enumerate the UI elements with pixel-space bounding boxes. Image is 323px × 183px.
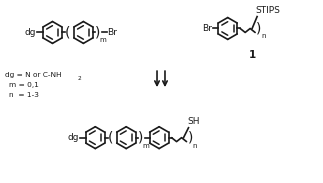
Text: STIPS: STIPS: [255, 6, 280, 15]
Text: (: (: [65, 25, 70, 40]
Text: ): ): [95, 25, 100, 40]
Text: Br: Br: [203, 24, 212, 33]
Text: dg: dg: [67, 133, 79, 142]
Text: m: m: [143, 143, 150, 149]
Text: 1: 1: [248, 50, 256, 60]
Text: n: n: [193, 143, 197, 149]
Text: n: n: [261, 33, 266, 40]
Text: Br: Br: [107, 28, 117, 37]
Text: (: (: [108, 131, 113, 145]
Text: dg: dg: [25, 28, 36, 37]
Text: n  = 1-3: n = 1-3: [9, 92, 38, 98]
Text: m = 0,1: m = 0,1: [9, 82, 38, 88]
Text: ): ): [188, 131, 193, 145]
Text: dg = N or C-NH: dg = N or C-NH: [5, 72, 61, 78]
Text: ): ): [138, 131, 143, 145]
Text: 2: 2: [78, 76, 81, 81]
Text: ): ): [256, 21, 262, 36]
Text: SH: SH: [188, 117, 200, 126]
Text: m: m: [100, 37, 107, 43]
